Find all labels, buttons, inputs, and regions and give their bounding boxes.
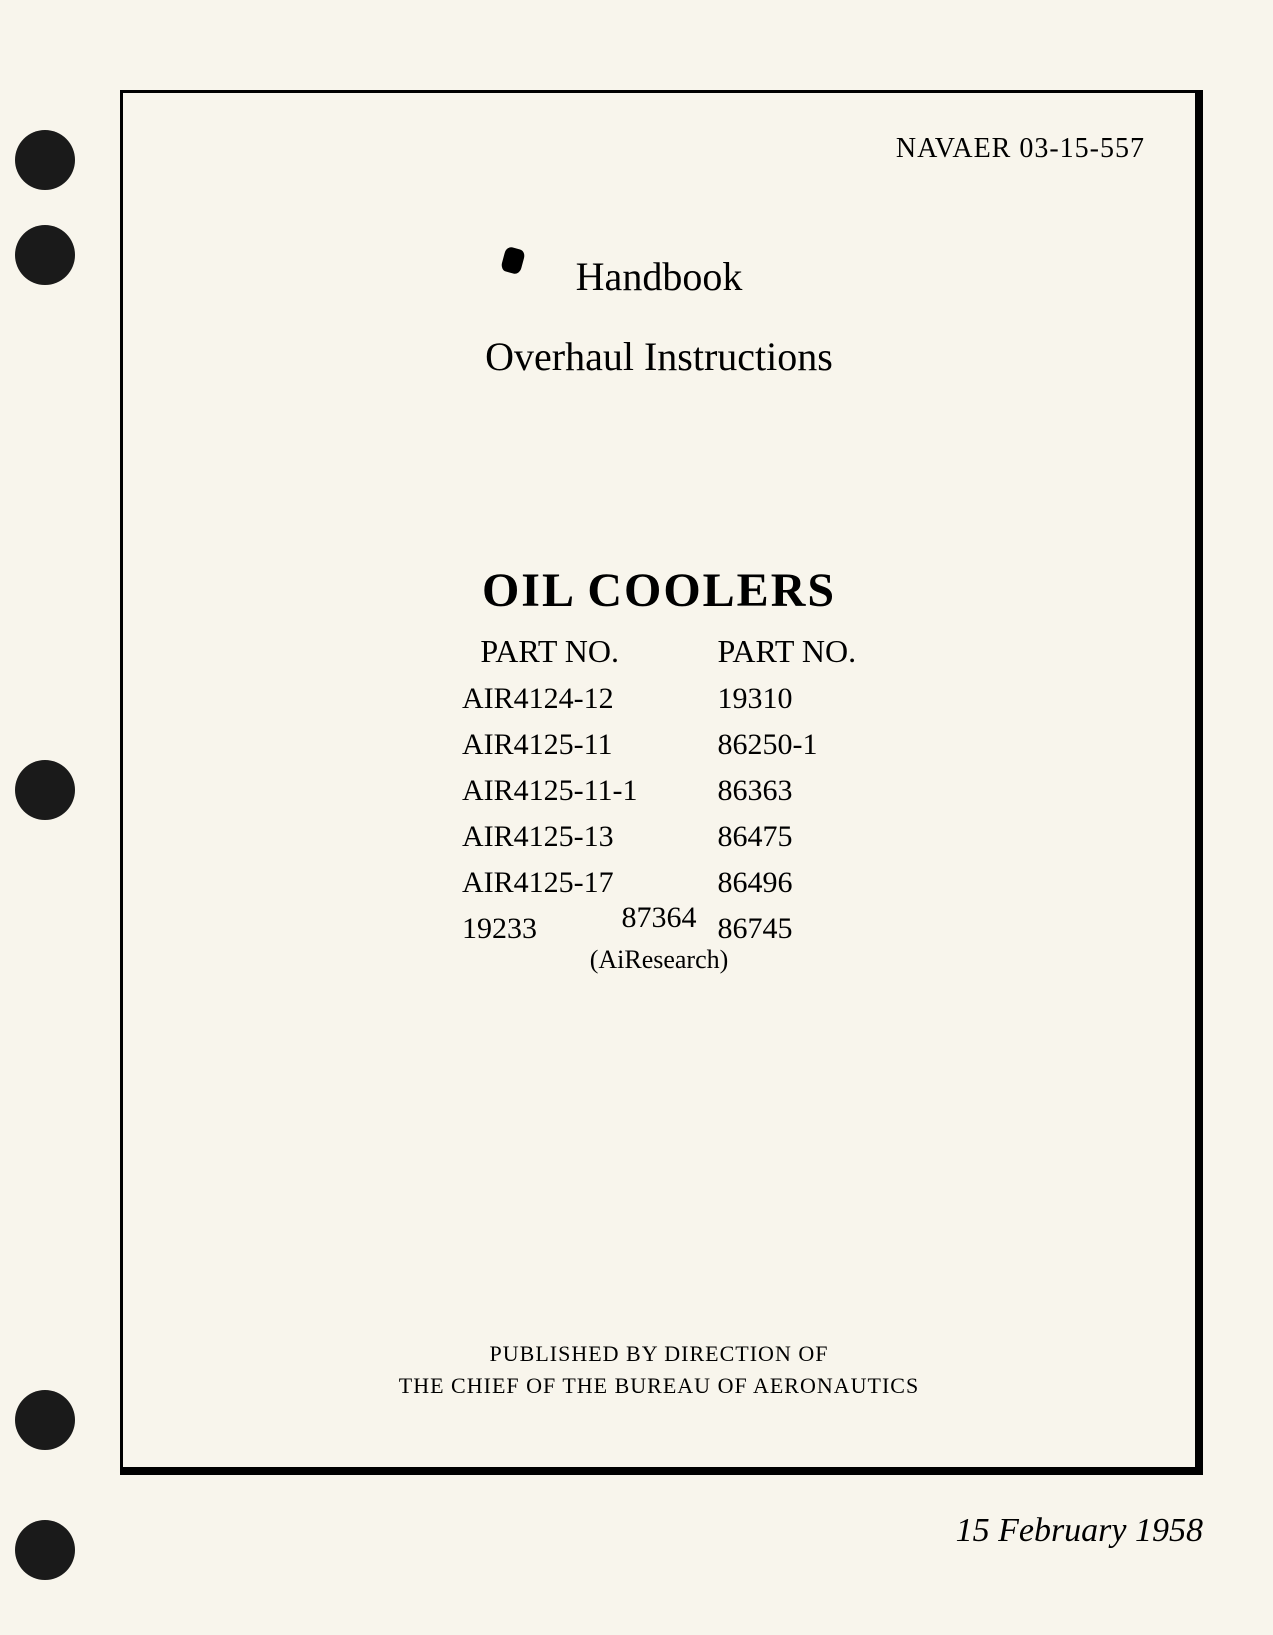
punch-hole (15, 1520, 75, 1580)
part-number: 86496 (717, 862, 856, 904)
column-header-right: PART NO. (717, 633, 856, 670)
content-border: NAVAER 03-15-557 Handbook Overhaul Instr… (120, 90, 1203, 1475)
part-number: AIR4125-11-1 (462, 770, 638, 812)
part-number: 86475 (717, 816, 856, 858)
part-number: AIR4124-12 (462, 678, 638, 720)
part-number: 86363 (717, 770, 856, 812)
publication-date: 15 February 1958 (956, 1512, 1203, 1550)
part-number: AIR4125-11 (462, 724, 638, 766)
overhaul-title: Overhaul Instructions (123, 333, 1195, 380)
document-page: NAVAER 03-15-557 Handbook Overhaul Instr… (0, 0, 1273, 1635)
publisher-line-2: THE CHIEF OF THE BUREAU OF AERONAUTICS (123, 1373, 1195, 1399)
manufacturer-label: (AiResearch) (123, 945, 1195, 975)
part-number: AIR4125-17 (462, 862, 638, 904)
part-number: 19310 (717, 678, 856, 720)
punch-hole (15, 760, 75, 820)
column-header-left: PART NO. (462, 633, 638, 670)
part-number: 86250-1 (717, 724, 856, 766)
punch-hole (15, 130, 75, 190)
center-part-number: 87364 (123, 901, 1195, 935)
part-number: AIR4125-13 (462, 816, 638, 858)
document-number: NAVAER 03-15-557 (896, 133, 1145, 165)
punch-hole (15, 225, 75, 285)
punch-hole (15, 1390, 75, 1450)
handbook-title: Handbook (123, 253, 1195, 300)
main-title: OIL COOLERS (123, 563, 1195, 618)
publisher-line-1: PUBLISHED BY DIRECTION OF (123, 1341, 1195, 1367)
